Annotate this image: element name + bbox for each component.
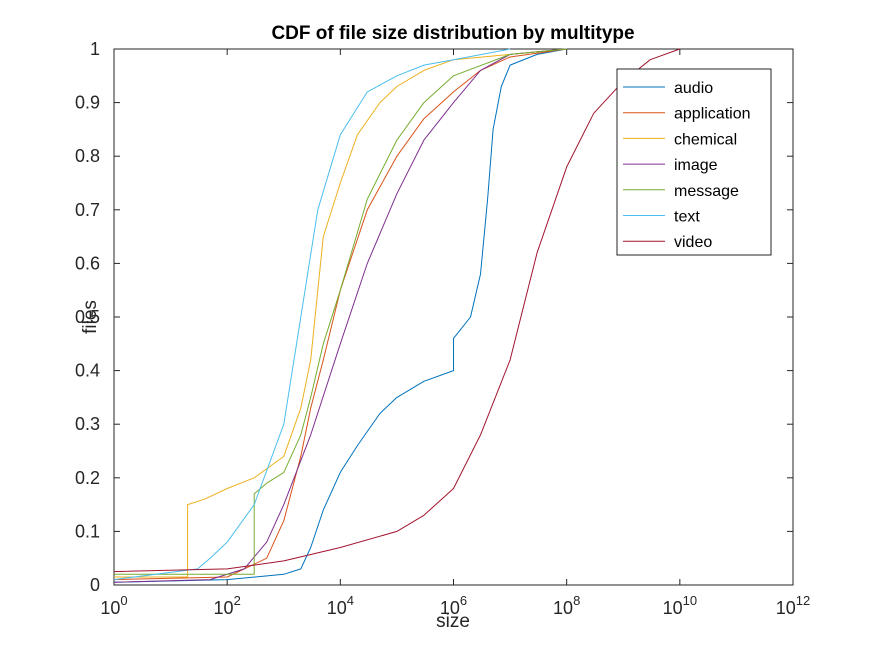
chart-title: CDF of file size distribution by multity…	[271, 23, 634, 44]
x-tick-base: 10	[663, 598, 683, 618]
legend: audio application chemical image message text…	[616, 68, 772, 256]
y-axis: 0 0.1 0.2 0.3 0.4 0.5 0.6 0.7 0.8 0.9 1	[75, 39, 793, 595]
x-tick-base: 10	[100, 598, 120, 618]
legend-label-audio: audio	[674, 80, 713, 97]
legend-label-image: image	[674, 157, 718, 174]
x-tick-exponent: 8	[573, 593, 580, 608]
x-tick-exponent: 2	[234, 593, 241, 608]
y-tick-label: 0.4	[75, 361, 100, 381]
x-tick-label: 102	[214, 593, 241, 618]
x-tick-base: 10	[553, 598, 573, 618]
series-line-message	[114, 48, 567, 575]
x-tick-label: 100	[100, 593, 127, 618]
x-tick-base: 10	[776, 598, 796, 618]
x-tick-base: 10	[440, 598, 460, 618]
y-axis-label: files	[80, 300, 101, 334]
y-tick-label: 1	[90, 39, 100, 59]
x-tick-exponent: 10	[683, 593, 697, 608]
y-tick-label: 0	[90, 575, 100, 595]
x-tick-label: 1012	[776, 593, 811, 618]
legend-label-message: message	[674, 183, 739, 200]
y-tick-label: 0.6	[75, 253, 100, 273]
series-line-image	[113, 48, 567, 583]
y-tick-label: 0.1	[75, 521, 100, 541]
y-tick-label: 0.8	[75, 146, 100, 166]
series-layer	[113, 48, 680, 583]
x-tick-exponent: 4	[347, 593, 354, 608]
x-axis-label: size	[436, 611, 470, 632]
legend-label-chemical: chemical	[674, 131, 737, 148]
y-tick-label: 0.7	[75, 200, 100, 220]
x-tick-base: 10	[214, 598, 234, 618]
y-tick-label: 0.9	[75, 93, 100, 113]
y-tick-label: 0.3	[75, 414, 100, 434]
series-line-audio	[113, 48, 567, 583]
legend-label-video: video	[674, 234, 712, 251]
x-tick-exponent: 12	[796, 593, 810, 608]
legend-label-application: application	[674, 106, 751, 123]
legend-label-text: text	[674, 209, 700, 226]
series-line-chemical	[114, 48, 567, 578]
x-tick-label: 106	[440, 593, 467, 618]
y-tick-label: 0.5	[75, 307, 100, 327]
x-tick-exponent: 0	[120, 593, 127, 608]
series-line-video	[113, 48, 680, 573]
x-axis: 100 102 104 106 108 1010 1012	[100, 49, 810, 618]
x-tick-exponent: 6	[460, 593, 467, 608]
x-tick-label: 1010	[663, 593, 698, 618]
series-line-text	[113, 48, 511, 581]
x-tick-base: 10	[327, 598, 347, 618]
legend-box	[616, 68, 772, 256]
y-tick-label: 0.2	[75, 468, 100, 488]
x-tick-label: 104	[327, 593, 354, 618]
x-tick-label: 108	[553, 593, 580, 618]
